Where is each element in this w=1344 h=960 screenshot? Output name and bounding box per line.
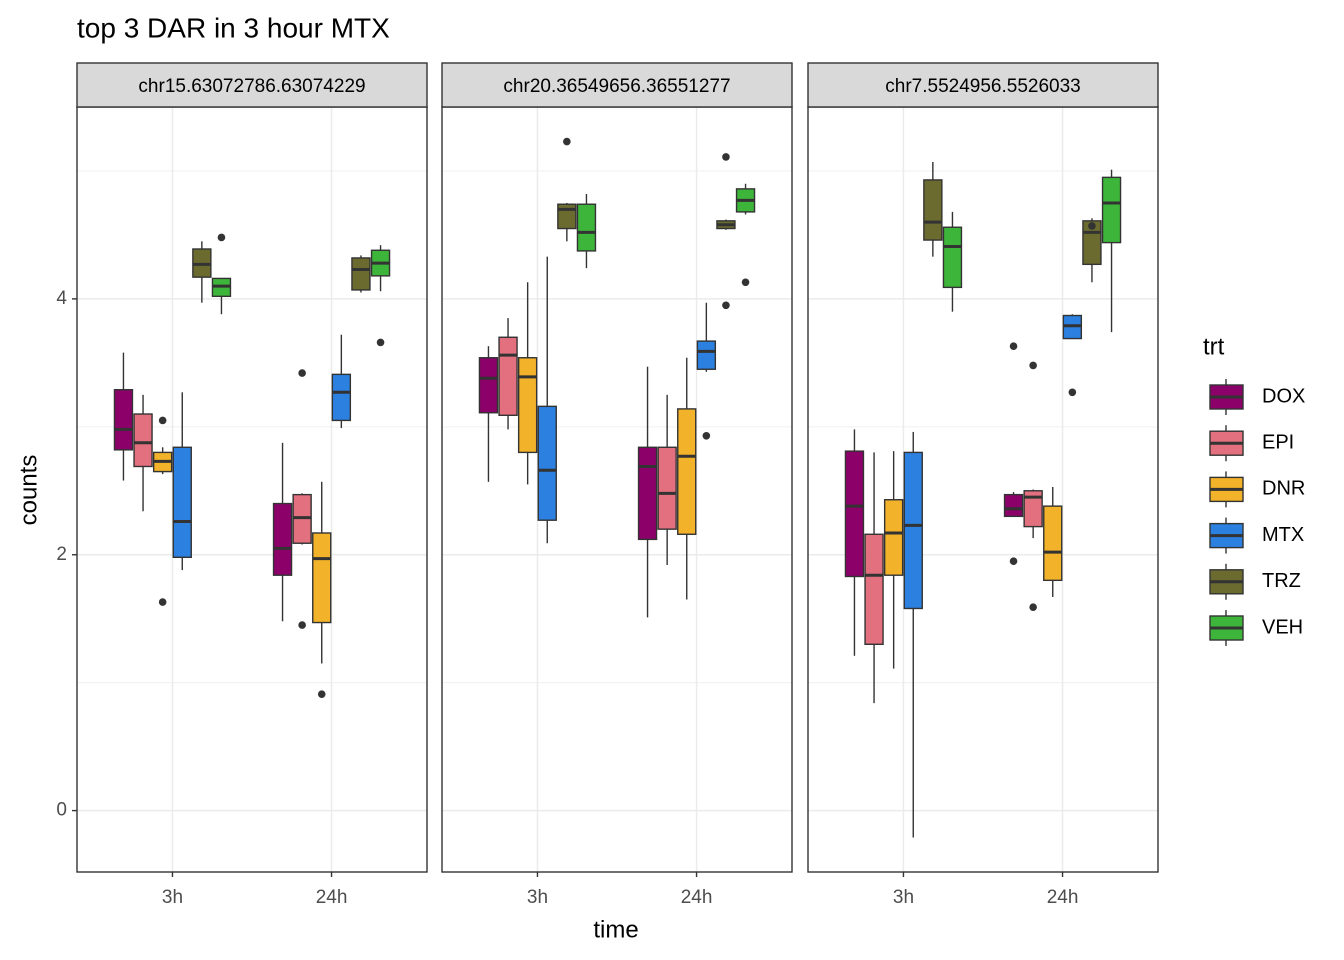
legend-label: DOX [1262, 385, 1305, 407]
x-tick-label: 24h [1047, 887, 1079, 908]
box [331, 373, 352, 422]
box [844, 450, 865, 578]
strip [807, 62, 1159, 108]
box [537, 405, 557, 521]
box [478, 357, 499, 414]
box [133, 413, 153, 468]
box [696, 340, 717, 370]
panel-background [442, 107, 792, 872]
box [883, 499, 904, 576]
outlier [1068, 388, 1077, 397]
strip [441, 62, 793, 108]
legend-label: VEH [1262, 616, 1303, 638]
outlier [158, 598, 167, 606]
outlier [1088, 222, 1096, 230]
outlier [1029, 603, 1037, 611]
y-tick-label: 4 [56, 288, 67, 309]
outlier [702, 431, 711, 440]
outlier [317, 690, 326, 698]
box [576, 203, 597, 252]
y-axis-label: counts [15, 455, 42, 526]
outlier [376, 338, 385, 347]
strip-label: chr15.63072786.63074229 [138, 76, 365, 97]
box [677, 408, 697, 535]
strip-label: chr7.5524956.5526033 [885, 76, 1080, 97]
outlier [217, 233, 226, 242]
box [351, 257, 371, 291]
outlier [158, 416, 167, 425]
outlier [722, 153, 730, 161]
legend-title: trt [1203, 333, 1225, 360]
box [864, 533, 884, 645]
outlier [298, 369, 306, 377]
outlier [741, 278, 750, 287]
chart-title: top 3 DAR in 3 hour MTX [77, 12, 390, 43]
box [272, 502, 293, 576]
outlier [1009, 342, 1018, 351]
box [1003, 493, 1024, 518]
legend-label: EPI [1262, 431, 1294, 453]
strip-label: chr20.36549656.36551277 [503, 76, 730, 97]
box [312, 532, 332, 624]
legend-label: DNR [1262, 478, 1305, 500]
box [172, 446, 192, 559]
legend-label: TRZ [1262, 570, 1301, 592]
outlier [563, 137, 571, 146]
x-tick-label: 3h [162, 887, 183, 908]
box [923, 179, 943, 241]
panel-background [77, 107, 427, 872]
box [942, 226, 963, 289]
box [1043, 505, 1063, 582]
y-tick-label: 2 [56, 544, 67, 565]
box [637, 446, 658, 541]
x-tick-label: 3h [893, 887, 914, 908]
x-axis-label: time [593, 916, 638, 943]
x-tick-label: 24h [316, 887, 348, 908]
y-tick-label: 0 [56, 800, 67, 821]
outlier [1009, 557, 1018, 565]
x-tick-label: 3h [527, 887, 548, 908]
box [517, 357, 538, 454]
box [498, 336, 518, 417]
strip [76, 62, 428, 108]
outlier [298, 621, 306, 629]
box [657, 446, 677, 530]
outlier [1029, 361, 1037, 370]
box [1101, 176, 1122, 244]
outlier [722, 301, 730, 310]
box [113, 389, 134, 451]
box [1023, 490, 1043, 528]
x-tick-label: 24h [681, 887, 713, 908]
legend-label: MTX [1262, 524, 1304, 546]
box [903, 451, 923, 610]
